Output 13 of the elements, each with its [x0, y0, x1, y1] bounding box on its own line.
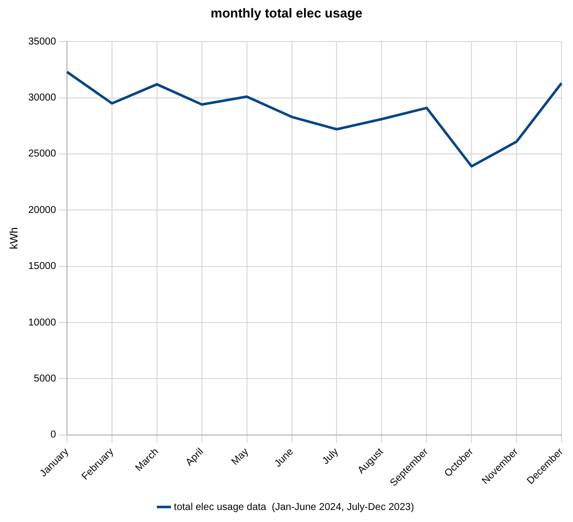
x-tick-label: May: [230, 446, 251, 468]
legend-label: total elec usage data (Jan-June 2024, July-Dec 2023): [174, 502, 414, 513]
chart-title: monthly total elec usage: [210, 5, 362, 20]
y-tick-label: 15000: [28, 261, 56, 272]
y-axis-title: kWh: [8, 227, 21, 250]
y-tick-label: 5000: [34, 373, 56, 384]
x-tick-label: July: [320, 446, 341, 467]
y-tick-label: 30000: [28, 92, 56, 104]
y-tick-label: 0: [50, 430, 56, 441]
y-tick-label: 20000: [28, 204, 56, 216]
y-tick-label: 10000: [28, 317, 56, 328]
y-tick-label: 35000: [28, 36, 56, 48]
y-tick-label: 25000: [28, 148, 56, 160]
